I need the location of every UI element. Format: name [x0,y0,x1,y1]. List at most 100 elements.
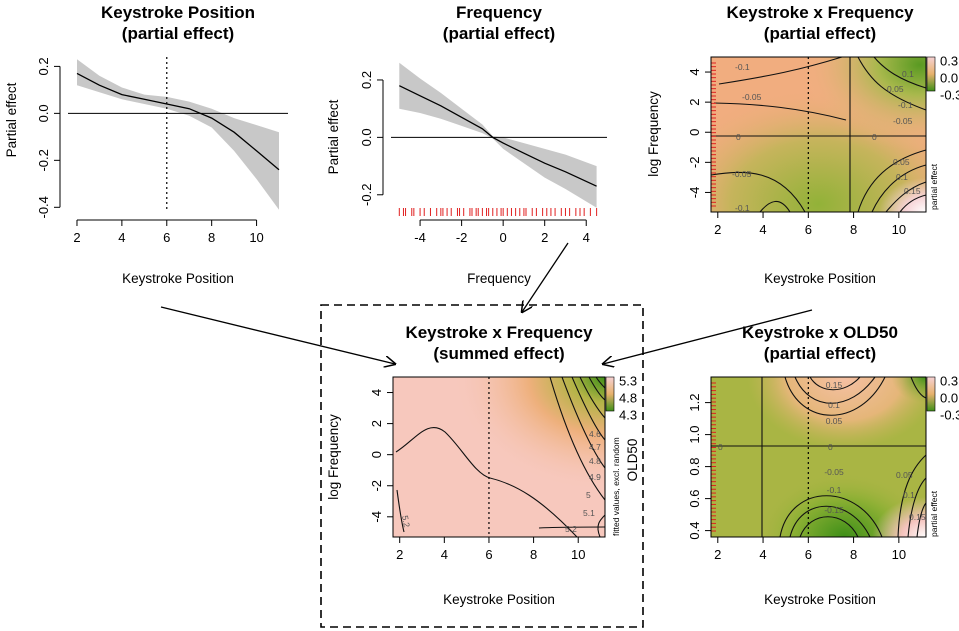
p4-surface-shade [393,377,605,537]
p5-x-tick-label: 2 [714,547,721,562]
p3-x-tick-label: 6 [805,222,812,237]
p5-title-line1: Keystroke x OLD50 [742,323,898,342]
p3-xlabel: Keystroke Position [764,271,876,286]
p3-x-tick-label: 8 [850,222,857,237]
p4-color-legend: 5.3 4.8 4.3 [605,373,637,422]
p5-surface-shade-white [711,377,926,537]
p1-confidence-band [77,59,279,210]
p5-legend-label: 0.3 [940,373,958,388]
p3-title-line2: (partial effect) [764,24,876,43]
p3-contour-label: 0 [872,132,877,142]
p5-x-tick-label: 8 [850,547,857,562]
p5-contour-label: 0.1 [903,490,915,500]
p5-title-line2: (partial effect) [764,344,876,363]
p4-x-tick-label: 6 [485,547,492,562]
p3-contour-label: 0.05 [887,84,904,94]
panel-keystroke-x-old50: Keystroke x OLD50 (partial effect) 0.15 … [687,323,959,607]
p1-y-tick-label: 0.0 [36,104,51,122]
p3-x-tick-label: 10 [892,222,906,237]
p2-x-tick-label: 2 [541,230,548,245]
p5-contour-label: 0 [718,442,723,452]
p5-plot-frame [710,376,927,538]
p1-x-tick-label: 4 [118,230,125,245]
p5-legend-label: -0.3 [940,407,959,422]
p4-legend-bar [605,376,615,412]
p2-x-tick-label: -2 [456,230,468,245]
p1-x-tick-label: 8 [208,230,215,245]
p5-contour-label: 0 [828,442,833,452]
p3-legend-label: 0.0 [940,70,958,85]
p3-y-tick-label: -4 [687,187,702,199]
p1-ylabel: Partial effect [4,82,19,157]
p5-contour-label: -0.15 [824,505,844,515]
p2-x-tick-label: 0 [500,230,507,245]
p4-y-tick-label: 0 [369,451,384,458]
p2-y-tick-label: 0.0 [359,128,374,146]
p2-x-tick-label: -4 [414,230,426,245]
p2-ylabel: Partial effect [326,99,341,174]
p3-y-tick-label: 2 [687,99,702,106]
p2-y-tick-label: 0.2 [359,71,374,89]
p4-contour-label: 4.9 [589,472,601,482]
panel-keystroke-x-frequency-partial: Keystroke x Frequency (partial effect) -… [646,3,959,286]
p1-x-tick-label: 2 [73,230,80,245]
p3-surface-shade-white [711,57,926,212]
p3-legend-label: -0.3 [940,87,959,102]
p4-contour-label: 5 [586,490,591,500]
p3-contour-label: -0.05 [742,92,762,102]
p1-x-tick-label: 6 [163,230,170,245]
p4-x-tick-label: 2 [396,547,403,562]
p3-contour-label: 0.05 [893,157,910,167]
arrow-from-keystroke-panel [160,306,395,364]
p5-xlabel: Keystroke Position [764,592,876,607]
p3-ylabel: log Frequency [646,91,661,177]
p4-title-line1: Keystroke x Frequency [405,323,593,342]
p4-legend-label: 4.3 [619,407,637,422]
p3-contour-label: -0.05 [893,116,913,126]
p3-contour-label: 0.1 [902,69,914,79]
p4-x-tick-label: 4 [441,547,448,562]
p3-contour-label: 0.15 [904,186,921,196]
p2-xlabel: Frequency [467,271,531,286]
p3-title-line1: Keystroke x Frequency [726,3,914,22]
p2-confidence-band [399,62,597,208]
arrow-from-frequency-panel [522,242,569,312]
p4-legend-label: 5.3 [619,373,637,388]
p1-title-line2: (partial effect) [122,24,234,43]
p5-y-tick-label: 1.0 [687,426,702,444]
p4-y-tick-label: -2 [369,480,384,492]
p4-contour-label: 4.6 [589,429,601,439]
p4-x-tick-label: 10 [571,547,585,562]
p4-contour-label: 4.8 [589,456,601,466]
p4-side-label: fitted values, excl. random [611,437,621,536]
p3-color-legend: 0.3 0.0 -0.3 [926,53,959,102]
p5-y-tick-label: 1.2 [687,394,702,412]
p3-plot-frame [710,56,927,213]
p5-side-label: partial effect [929,490,939,537]
p2-title-line1: Frequency [456,3,543,22]
p5-contour-label: 0.1 [828,400,840,410]
p1-effect-line [76,72,280,171]
p3-y-tick-label: -2 [687,157,702,169]
summed-panel-frame [320,304,644,628]
p3-contour-label: 0.1 [896,172,908,182]
p3-x-tick-label: 2 [714,222,721,237]
p4-legend-label: 4.8 [619,390,637,405]
p5-contour-label: -0.05 [824,467,844,477]
panel-keystroke-x-frequency-summed: Keystroke x Frequency (summed effect) 5.… [326,323,640,607]
p4-x-tick-label: 8 [530,547,537,562]
p5-y-rug [711,382,716,532]
p3-contour-label: -0.1 [735,62,750,72]
p4-xlabel: Keystroke Position [443,592,555,607]
p5-y-tick-label: 0.4 [687,522,702,540]
p1-y-tick-label: 0.2 [36,57,51,75]
p5-color-legend: 0.3 0.0 -0.3 [926,373,959,422]
p3-legend-bar [926,56,936,92]
p3-contour-label: -0.1 [898,100,913,110]
panel-frequency: Frequency (partial effect) -4 -2 0 2 4 -0.2 0.… [326,3,607,286]
p2-title-line2: (partial effect) [443,24,555,43]
p2-y-tick-label: -0.2 [359,184,374,206]
p2-x-tick-label: 4 [583,230,590,245]
p5-legend-bar [926,376,936,412]
